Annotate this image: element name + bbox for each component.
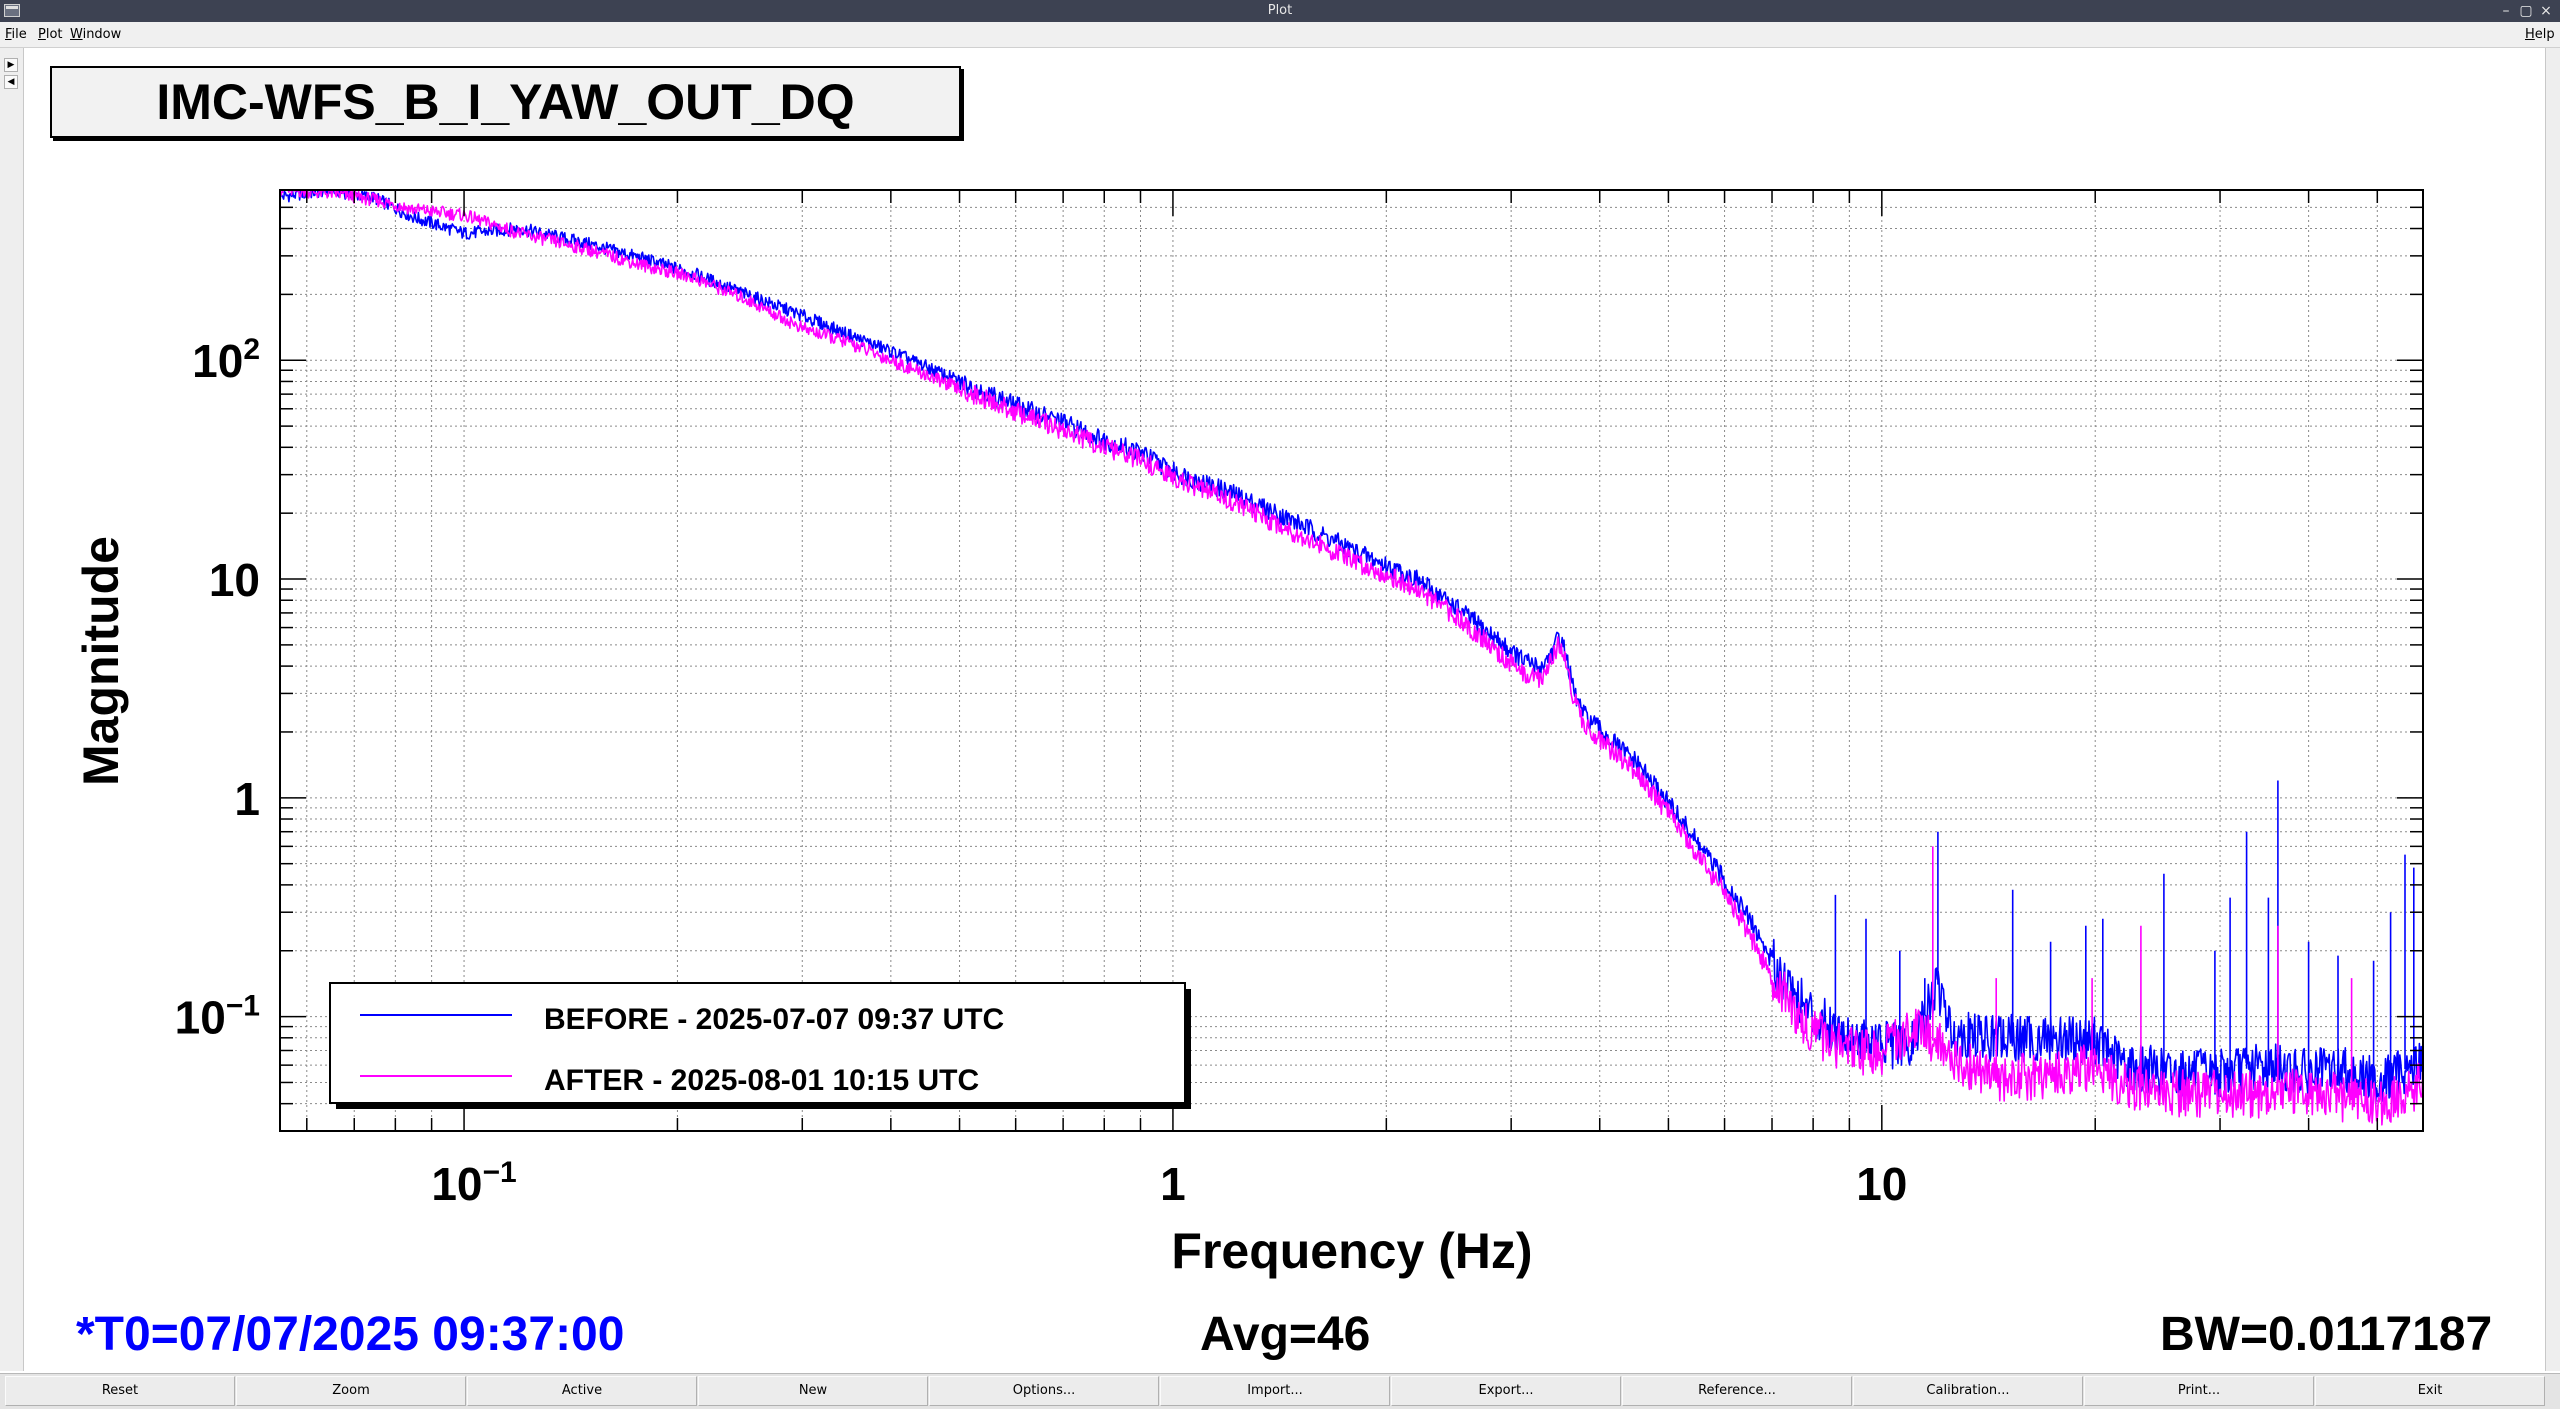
plot-frame bbox=[279, 189, 2424, 1132]
plot-tick-labels: 10−1 1 10 102 10 1 10−1 bbox=[175, 333, 1908, 1210]
zoom-button[interactable]: Zoom bbox=[236, 1376, 466, 1406]
button-bar: Reset Zoom Active New Options... Import.… bbox=[0, 1373, 2560, 1409]
import-button[interactable]: Import... bbox=[1160, 1376, 1390, 1406]
plot-series-group bbox=[280, 190, 2423, 1126]
plot-ticks bbox=[280, 189, 2423, 1132]
menu-window[interactable]: Window bbox=[70, 27, 122, 42]
x-tick-label: 10−1 bbox=[431, 1156, 516, 1210]
menu-help[interactable]: Help bbox=[2525, 27, 2555, 42]
x-tick-label: 10 bbox=[1856, 1158, 1907, 1210]
avg-label: Avg=46 bbox=[1200, 1308, 1371, 1361]
series-line-before bbox=[280, 190, 2423, 1105]
close-icon[interactable]: × bbox=[2540, 3, 2552, 19]
y-tick-label: 102 bbox=[192, 333, 260, 387]
y-tick-label: 10 bbox=[209, 554, 260, 606]
window-title-bar: Plot – ▢ × bbox=[0, 0, 2560, 22]
reference-button[interactable]: Reference... bbox=[1622, 1376, 1852, 1406]
export-button[interactable]: Export... bbox=[1391, 1376, 1621, 1406]
minimize-icon[interactable]: – bbox=[2502, 3, 2510, 19]
maximize-icon[interactable]: ▢ bbox=[2519, 3, 2533, 19]
menu-plot[interactable]: Plot bbox=[38, 27, 63, 42]
menu-file[interactable]: File bbox=[5, 27, 27, 42]
expand-arrow-icon[interactable]: ▶ bbox=[4, 58, 18, 72]
graph-title: IMC-WFS_B_I_YAW_OUT_DQ bbox=[50, 66, 961, 138]
series-line-after bbox=[280, 190, 2423, 1126]
active-button[interactable]: Active bbox=[467, 1376, 697, 1406]
calibration-button[interactable]: Calibration... bbox=[1853, 1376, 2083, 1406]
y-axis-label: Magnitude bbox=[73, 536, 129, 786]
x-axis-label: Frequency (Hz) bbox=[1171, 1223, 1532, 1279]
reset-button[interactable]: Reset bbox=[5, 1376, 235, 1406]
window-icon[interactable] bbox=[4, 4, 20, 17]
window-title: Plot bbox=[1267, 3, 1293, 18]
y-tick-label: 1 bbox=[234, 773, 260, 825]
menu-bar: File Plot Window Help bbox=[0, 22, 2560, 48]
bw-label: BW=0.0117187 bbox=[2160, 1308, 2493, 1361]
legend-label-before: BEFORE - 2025-07-07 09:37 UTC bbox=[544, 1003, 1004, 1036]
legend-label-after: AFTER - 2025-08-01 10:15 UTC bbox=[544, 1064, 979, 1097]
y-tick-label: 10−1 bbox=[175, 990, 260, 1044]
left-toolbar: ▶ ◀ bbox=[0, 48, 24, 1371]
new-button[interactable]: New bbox=[698, 1376, 928, 1406]
exit-button[interactable]: Exit bbox=[2315, 1376, 2545, 1406]
print-button[interactable]: Print... bbox=[2084, 1376, 2314, 1406]
x-tick-label: 1 bbox=[1160, 1158, 1186, 1210]
collapse-arrow-icon[interactable]: ◀ bbox=[4, 75, 18, 89]
options-button[interactable]: Options... bbox=[929, 1376, 1159, 1406]
legend: BEFORE - 2025-07-07 09:37 UTC AFTER - 20… bbox=[329, 982, 1191, 1109]
right-scrollbar[interactable] bbox=[2545, 48, 2560, 1371]
plot-grid bbox=[280, 189, 2423, 1132]
t0-label: *T0=07/07/2025 09:37:00 bbox=[76, 1308, 625, 1361]
